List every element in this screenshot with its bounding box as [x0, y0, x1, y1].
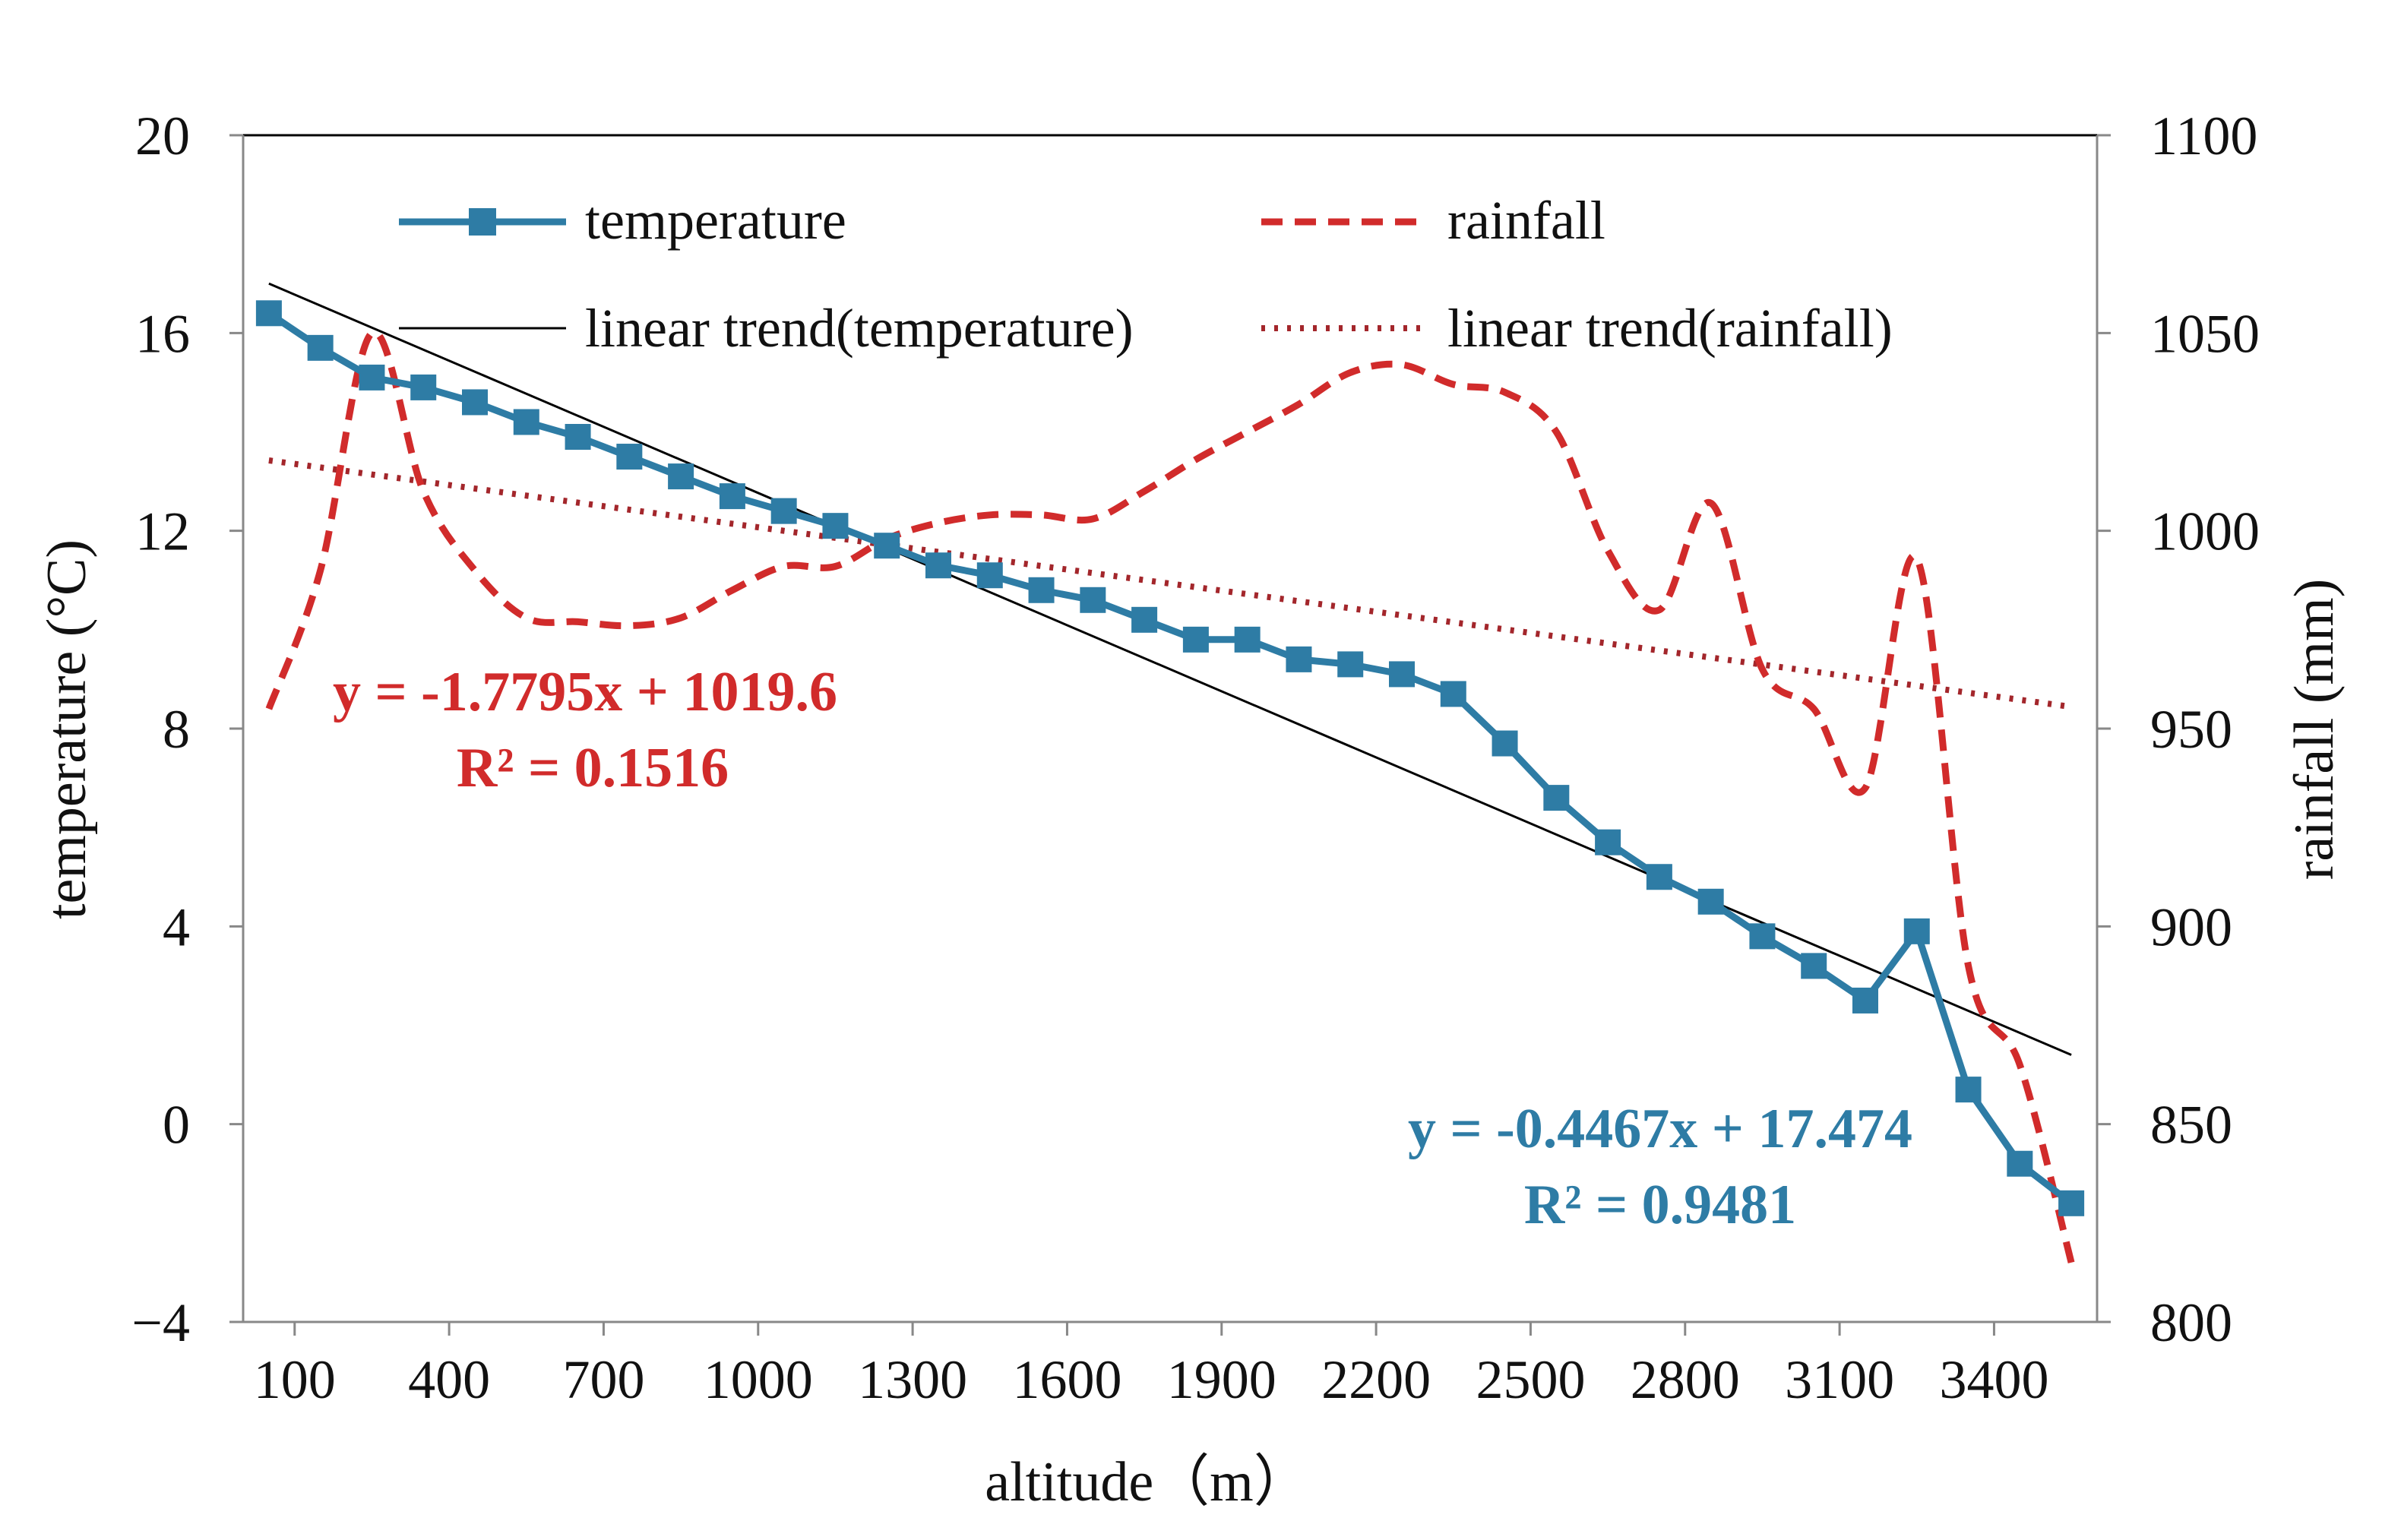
temperature-series — [255, 300, 2085, 1216]
x-tick-label: 1900 — [1167, 1349, 1276, 1410]
right-axis-title: rainfall (mm) — [2283, 579, 2346, 881]
x-tick-label: 3400 — [1939, 1349, 2048, 1410]
x-axis-title: altitude（m） — [985, 1451, 1310, 1513]
temperature-point — [976, 562, 1003, 589]
right-tick-label: 1100 — [2150, 106, 2257, 166]
temperature-point — [565, 424, 591, 451]
temperature-point — [1080, 587, 1106, 613]
temperature-point — [1286, 646, 1312, 672]
legend-item-temperature: temperature — [399, 190, 846, 251]
temperature-r-squared: R² = 0.9481 — [1524, 1174, 1796, 1236]
temperature-point — [1131, 606, 1158, 633]
temperature-point — [1697, 888, 1724, 915]
legend-item-temperature-trend: linear trend(temperature) — [399, 298, 1134, 359]
temperature-point — [1543, 785, 1570, 811]
legend-label-rainfall: rainfall — [1447, 190, 1605, 251]
legend-label-temperature-trend: linear trend(temperature) — [585, 298, 1134, 359]
left-axis-ticks: −4 0 4 8 12 16 20 — [131, 106, 243, 1353]
temperature-point — [1646, 864, 1672, 890]
temperature-point — [255, 300, 282, 327]
legend-label-rainfall-trend: linear trend(rainfall) — [1447, 298, 1893, 359]
x-axis-ticks: 100 400 700 1000 1300 1600 1900 2200 2500 2800 310… — [254, 1322, 2048, 1410]
x-tick-label: 2500 — [1476, 1349, 1585, 1410]
temperature-point — [1389, 661, 1415, 688]
x-tick-label: 2800 — [1631, 1349, 1740, 1410]
temperature-point — [770, 498, 797, 524]
legend: temperature rainfall linear trend(temper… — [399, 190, 1893, 359]
x-tick-label: 1600 — [1012, 1349, 1121, 1410]
left-tick-label: 4 — [163, 896, 190, 957]
temperature-point — [874, 533, 900, 559]
x-tick-label: 100 — [254, 1349, 336, 1410]
legend-item-rainfall-trend: linear trend(rainfall) — [1261, 298, 1893, 359]
x-tick-label: 400 — [408, 1349, 490, 1410]
temperature-point — [1440, 681, 1466, 707]
rainfall-line — [265, 328, 2075, 1264]
temperature-equation: y = -0.4467x + 17.474 — [1408, 1098, 1912, 1160]
left-tick-label: 20 — [135, 106, 190, 166]
temperature-point — [822, 513, 849, 539]
right-tick-label: 850 — [2150, 1095, 2232, 1156]
temperature-point — [1337, 651, 1364, 678]
x-tick-label: 2200 — [1321, 1349, 1431, 1410]
legend-marker-temperature — [469, 208, 496, 236]
left-tick-label: −4 — [131, 1292, 190, 1353]
right-tick-label: 800 — [2150, 1292, 2232, 1353]
temperature-point — [513, 409, 539, 435]
x-tick-label: 1000 — [704, 1349, 813, 1410]
right-axis-ticks: 800 850 900 950 1000 1050 1100 — [2097, 106, 2260, 1353]
left-tick-label: 12 — [135, 501, 190, 562]
temperature-point — [2058, 1190, 2085, 1216]
temperature-point — [2007, 1150, 2033, 1177]
temperature-point — [616, 444, 643, 470]
temperature-point — [1234, 626, 1261, 653]
temperature-point — [1749, 923, 1776, 950]
left-tick-label: 8 — [163, 699, 190, 760]
x-tick-label: 1300 — [858, 1349, 967, 1410]
rainfall-equation: y = -1.7795x + 1019.6 — [333, 661, 837, 723]
rainfall-r-squared: R² = 0.1516 — [457, 737, 729, 799]
temperature-point — [719, 483, 745, 510]
temperature-point — [1955, 1077, 1982, 1103]
x-tick-label: 3100 — [1785, 1349, 1894, 1410]
legend-label-temperature: temperature — [585, 190, 846, 251]
temperature-point — [307, 334, 334, 361]
temperature-point — [925, 552, 951, 579]
x-tick-label: 700 — [562, 1349, 644, 1410]
left-tick-label: 0 — [163, 1095, 190, 1156]
legend-item-rainfall: rainfall — [1261, 190, 1605, 251]
left-tick-label: 16 — [135, 303, 190, 364]
temperature-point — [1028, 577, 1055, 603]
right-tick-label: 1050 — [2150, 303, 2260, 364]
rainfall-series — [265, 328, 2075, 1264]
temperature-point — [359, 364, 385, 391]
right-tick-label: 1000 — [2150, 501, 2260, 562]
left-axis-title: temperature (°C) — [36, 539, 98, 919]
temperature-point — [462, 389, 488, 416]
temperature-point — [1801, 953, 1827, 979]
right-tick-label: 950 — [2150, 699, 2232, 760]
temperature-point — [1492, 730, 1518, 757]
temperature-point — [410, 374, 437, 400]
right-tick-label: 900 — [2150, 896, 2232, 957]
temperature-point — [668, 463, 694, 490]
temperature-point — [1903, 918, 1930, 944]
temperature-point — [1182, 626, 1209, 653]
temperature-point — [1595, 829, 1621, 855]
temperature-point — [1852, 987, 1878, 1013]
